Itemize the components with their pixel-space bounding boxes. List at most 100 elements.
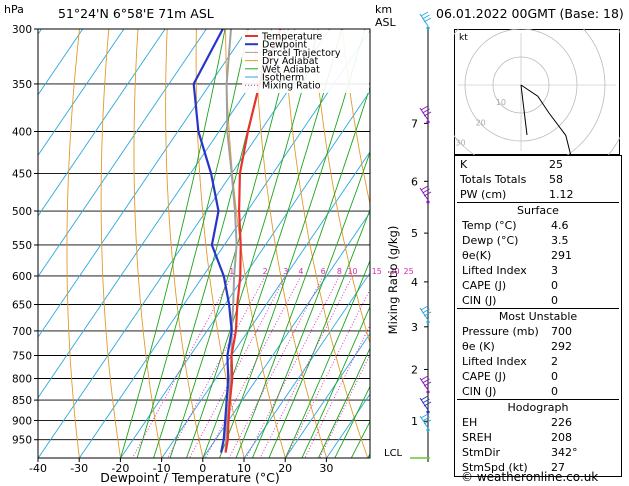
pressure-tick-label: 800	[12, 373, 32, 385]
pressure-tick-label: 450	[12, 168, 32, 180]
pressure-tick-label: 900	[12, 415, 32, 427]
wind-barb-flag	[423, 419, 432, 425]
mixing-ratio-label: 10	[347, 267, 357, 276]
wind-barb-flag	[422, 378, 430, 384]
dry-adiabat-line	[225, 29, 286, 458]
wind-barb-flag	[420, 395, 429, 401]
index-row-k: K 25	[460, 158, 563, 171]
wet-adiabat-line	[284, 259, 370, 458]
mixing-ratio-line	[285, 288, 370, 458]
surface-section: Surface Temp (°C) 4.6 Dewp (°C) 3.5 θe(K) 2…	[457, 202, 619, 308]
wet-adiabat-line	[219, 29, 366, 458]
unit-hpa: hPa	[4, 3, 24, 16]
mu-row-li: Lifted Index 2	[462, 355, 558, 368]
dry-adiabat-line	[165, 29, 204, 458]
km-tick-label: 5	[411, 227, 418, 240]
temperature-tick-label: 20	[278, 462, 292, 475]
wet-adiabat-line	[186, 29, 319, 458]
dry-adiabat-line	[312, 29, 370, 345]
datetime-title: 06.01.2022 00GMT (Base: 18)	[436, 6, 624, 21]
lcl-label: LCL	[384, 448, 403, 459]
mixing-ratio-line	[167, 275, 266, 458]
mixing-ratio-label: 1	[229, 267, 234, 276]
wind-barb-flag	[420, 375, 429, 381]
pressure-tick-label: 300	[12, 24, 32, 36]
wind-barb-flag	[420, 305, 429, 311]
hodograph-ring-label: 20	[476, 118, 486, 127]
wet-adiabat-line	[317, 347, 370, 458]
km-tick-label: 3	[411, 321, 418, 334]
mixing-ratio-label: 8	[337, 267, 342, 276]
temperature-tick-label: 10	[237, 462, 251, 475]
isotherm-line	[38, 29, 166, 217]
wet-adiabat-line	[268, 208, 370, 458]
mixing-ratio-label: 6	[321, 267, 326, 276]
unit-km: km	[375, 3, 393, 16]
wind-barb-dot	[426, 410, 430, 414]
surface-row-cape: CAPE (J) 0	[462, 279, 558, 292]
credit-text: © weatheronline.co.uk	[461, 470, 599, 484]
wind-barb-flag	[422, 108, 430, 114]
wet-adiabat-line	[251, 150, 370, 458]
wind-barb-flag	[420, 413, 429, 419]
mixing-ratio-line	[228, 275, 324, 458]
hodograph-title: Hodograph	[507, 401, 569, 414]
parcel-trajectory-line	[224, 29, 238, 453]
pressure-tick-label: 600	[12, 271, 32, 283]
most-unstable-title: Most Unstable	[498, 310, 578, 323]
mixing-ratio-label: 3	[283, 267, 288, 276]
wind-barb-flag	[423, 311, 432, 317]
wind-barb-flag	[423, 191, 432, 197]
wind-barb-dot	[426, 200, 430, 204]
x-axis-label: Dewpoint / Temperature (°C)	[100, 470, 279, 485]
isotherm-line	[202, 211, 370, 458]
temperature-tick-label: -10	[153, 462, 171, 475]
isotherm-line	[38, 29, 125, 157]
hodo-row-sreh: SREH 208	[462, 431, 572, 444]
hodo-row-stmdir: StmDir 342°	[462, 446, 578, 459]
surface-title: Surface	[517, 204, 559, 217]
pressure-tick-label: 650	[12, 300, 32, 312]
hodograph-storm-motion	[520, 84, 528, 136]
mixing-ratio-label: 20	[389, 267, 399, 276]
hodograph-kt-label: kt	[459, 33, 468, 43]
pressure-tick-label: 850	[12, 395, 32, 407]
legend-label: Dewpoint	[262, 40, 307, 51]
hodo-row-eh: EH 226	[462, 416, 572, 429]
wet-adiabat-line	[235, 85, 370, 458]
plot-frame	[37, 28, 371, 459]
surface-row-li: Lifted Index 3	[462, 264, 558, 277]
hodograph: kt 10203040	[454, 29, 620, 155]
wet-adiabat-line	[153, 29, 273, 458]
hodograph-section: Hodograph EH 226 SREH 208 StmDir 342° StmSp…	[457, 399, 619, 475]
surface-row-thetae: θe(K) 291	[462, 249, 572, 262]
dry-adiabat-line	[254, 29, 328, 458]
pressure-tick-label: 500	[12, 206, 32, 218]
mixing-ratio-line	[319, 353, 370, 458]
legend-label: Parcel Trajectory	[262, 48, 341, 59]
surface-row-temp: Temp (°C) 4.6	[462, 219, 569, 232]
dry-adiabat-line	[100, 29, 122, 458]
dry-adiabat-line	[133, 29, 163, 458]
dry-adiabat-line	[66, 29, 80, 458]
isotherm-line	[38, 29, 248, 338]
isotherm-line	[79, 29, 370, 458]
legend-label: Mixing Ratio	[262, 81, 321, 92]
hodo-row-stmspd: StmSpd (kt) 27	[462, 461, 565, 474]
wind-barb-dot	[426, 428, 430, 432]
wind-barb-flag	[423, 111, 432, 117]
temperature-line	[224, 29, 282, 453]
wet-adiabat-line	[169, 29, 296, 458]
isotherm-line	[38, 29, 331, 458]
wind-barb-flag	[420, 185, 429, 191]
mu-row-pressure: Pressure (mb) 700	[462, 325, 572, 338]
mu-row-cape: CAPE (J) 0	[462, 370, 558, 383]
mixing-ratio-line	[132, 275, 233, 458]
wind-barb-dot	[426, 390, 430, 394]
surface-row-dewp: Dewp (°C) 3.5	[462, 234, 569, 247]
legend-label: Temperature	[261, 32, 322, 43]
wind-barb-flag	[422, 308, 430, 314]
dry-adiabat-line	[341, 29, 370, 206]
isotherm-line	[285, 332, 370, 458]
